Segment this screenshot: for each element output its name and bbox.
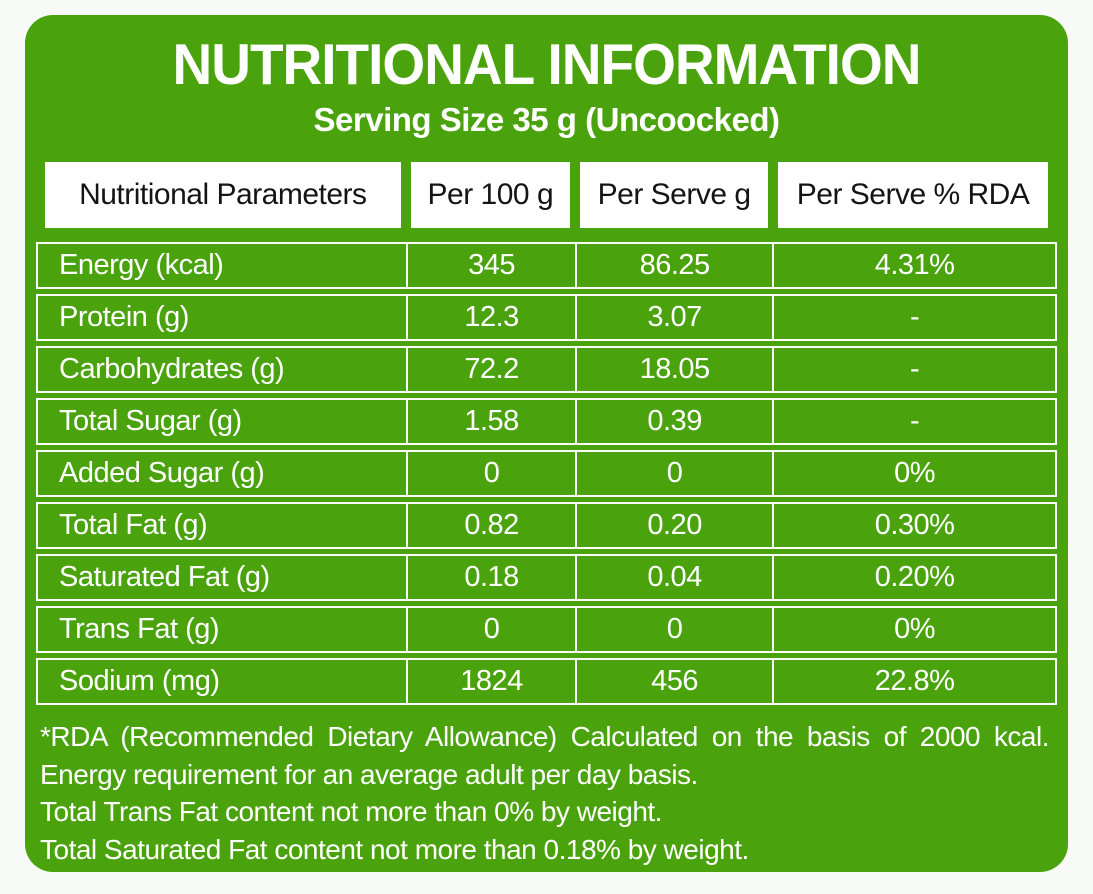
row-per-100g: 1824	[406, 660, 575, 703]
table-row-total-sugar: Total Sugar (g) 1.58 0.39 -	[36, 398, 1057, 445]
row-per-100g: 0.82	[406, 504, 575, 547]
row-parameter: Total Fat (g)	[59, 509, 208, 541]
table-row-total-fat: Total Fat (g) 0.82 0.20 0.30%	[36, 502, 1057, 549]
table-body: Energy (kcal) 345 86.25 4.31% Protein (g…	[36, 242, 1057, 705]
footnote-trans-fat: Total Trans Fat content not more than 0%…	[40, 796, 662, 827]
footnote-saturated-fat: Total Saturated Fat content not more tha…	[40, 833, 749, 865]
column-header-label: Nutritional Parameters	[45, 162, 401, 228]
table-row-saturated-fat: Saturated Fat (g) 0.18 0.04 0.20%	[36, 554, 1057, 601]
row-per-100g: 0	[406, 452, 575, 495]
column-header-label: Per 100 g	[410, 162, 571, 228]
row-parameter: Total Sugar (g)	[59, 405, 242, 437]
table-row-energy: Energy (kcal) 345 86.25 4.31%	[36, 242, 1057, 289]
row-per-serve-rda: 0.30%	[772, 504, 1055, 547]
row-parameter: Saturated Fat (g)	[59, 561, 270, 593]
row-per-serve-rda: -	[772, 400, 1055, 443]
row-per-serve-g: 0.20	[574, 504, 772, 547]
row-per-serve-rda: -	[772, 296, 1055, 339]
row-per-100g: 0	[406, 608, 575, 651]
column-header-per-serve-g: Per Serve g	[575, 162, 773, 228]
row-per-100g: 0.18	[406, 556, 575, 599]
row-per-serve-rda: -	[772, 348, 1055, 391]
row-per-serve-rda: 0%	[772, 608, 1055, 651]
row-per-serve-rda: 0%	[772, 452, 1055, 495]
table-row-added-sugar: Added Sugar (g) 0 0 0%	[36, 450, 1057, 497]
column-header-per-serve-rda: Per Serve % RDA	[773, 162, 1057, 228]
row-per-serve-g: 0	[574, 452, 772, 495]
column-header-label: Per Serve % RDA	[778, 162, 1048, 228]
row-parameter: Added Sugar (g)	[59, 457, 265, 489]
footnote-rda-basis: *RDA (Recommended Dietary Allowance) Cal…	[40, 721, 1050, 752]
table-row-trans-fat: Trans Fat (g) 0 0 0%	[36, 606, 1057, 653]
row-per-100g: 12.3	[406, 296, 575, 339]
row-parameter: Carbohydrates (g)	[59, 353, 285, 385]
footnote-energy-requirement: Energy requirement for an average adult …	[40, 758, 698, 790]
nutrition-table: Nutritional Parameters Per 100 g Per Ser…	[25, 162, 1068, 705]
row-per-100g: 345	[406, 244, 575, 287]
row-per-serve-rda: 22.8%	[772, 660, 1055, 703]
row-per-serve-g: 0.04	[574, 556, 772, 599]
footnotes: *RDA (Recommended Dietary Allowance) Cal…	[25, 718, 1068, 868]
page-title: NUTRITIONAL INFORMATION	[172, 31, 922, 97]
column-header-per-100g: Per 100 g	[406, 162, 575, 228]
row-per-serve-g: 3.07	[574, 296, 772, 339]
table-row-sodium: Sodium (mg) 1824 456 22.8%	[36, 658, 1057, 705]
row-parameter: Sodium (mg)	[59, 665, 220, 697]
row-parameter: Trans Fat (g)	[59, 613, 220, 645]
table-header-row: Nutritional Parameters Per 100 g Per Ser…	[36, 162, 1057, 228]
table-row-carbohydrates: Carbohydrates (g) 72.2 18.05 -	[36, 346, 1057, 393]
row-parameter: Energy (kcal)	[59, 249, 224, 281]
column-header-label: Per Serve g	[580, 162, 769, 228]
row-per-serve-g: 0	[574, 608, 772, 651]
nutrition-label-panel: NUTRITIONAL INFORMATION Serving Size 35 …	[25, 15, 1068, 872]
row-parameter: Protein (g)	[59, 301, 189, 333]
table-row-protein: Protein (g) 12.3 3.07 -	[36, 294, 1057, 341]
row-per-serve-g: 86.25	[574, 244, 772, 287]
row-per-100g: 1.58	[406, 400, 575, 443]
column-header-parameters: Nutritional Parameters	[36, 162, 406, 228]
row-per-100g: 72.2	[406, 348, 575, 391]
row-per-serve-rda: 0.20%	[772, 556, 1055, 599]
serving-size-subtitle: Serving Size 35 g (Uncoocked)	[313, 101, 780, 138]
row-per-serve-g: 18.05	[574, 348, 772, 391]
row-per-serve-rda: 4.31%	[772, 244, 1055, 287]
row-per-serve-g: 0.39	[574, 400, 772, 443]
row-per-serve-g: 456	[574, 660, 772, 703]
